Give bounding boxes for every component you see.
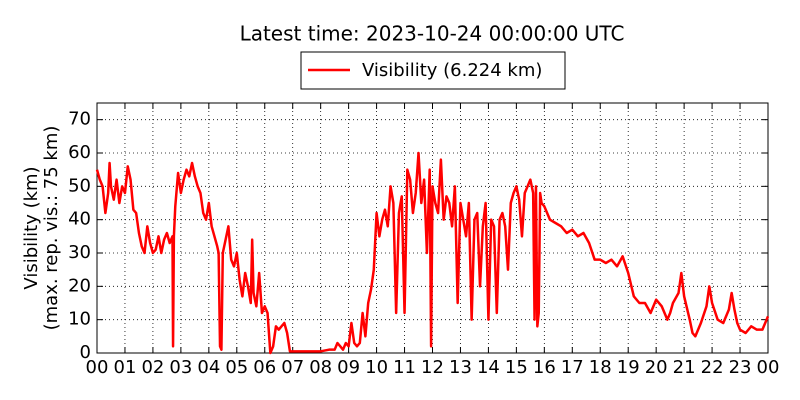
x-tick-label: 22	[701, 357, 724, 378]
x-tick-label: 09	[337, 357, 360, 378]
legend: Visibility (6.224 km)	[300, 51, 566, 90]
x-tick-label: 12	[421, 357, 444, 378]
x-tick-label: 02	[141, 357, 164, 378]
x-tick-label: 01	[114, 357, 137, 378]
x-tick-label: 19	[617, 357, 640, 378]
x-tick-label: 00	[86, 357, 109, 378]
y-tick-label: 50	[68, 175, 91, 196]
y-tick-label: 60	[68, 142, 91, 163]
y-axis-label: Visibility (km)	[21, 166, 42, 289]
x-tick-label: 07	[281, 357, 304, 378]
x-tick-label: 11	[393, 357, 416, 378]
chart-title: Latest time: 2023-10-24 00:00:00 UTC	[240, 22, 625, 46]
data-line	[95, 151, 770, 355]
x-tick-label: 17	[561, 357, 584, 378]
x-tick-label: 16	[533, 357, 556, 378]
y-tick-label: 70	[68, 109, 91, 130]
x-tick-label: 23	[729, 357, 752, 378]
x-tick-label: 06	[253, 357, 276, 378]
y-tick-label: 30	[68, 242, 91, 263]
x-tick-label: 15	[505, 357, 528, 378]
x-tick-label: 03	[169, 357, 192, 378]
y-tick-label: 10	[68, 309, 91, 330]
x-tick-label: 14	[477, 357, 500, 378]
x-tick-label: 04	[197, 357, 220, 378]
x-tick-label: 00	[757, 357, 780, 378]
x-tick-label: 10	[365, 357, 388, 378]
y-tick-label: 40	[68, 209, 91, 230]
y-axis-label: (max. rep. vis.: 75 km)	[41, 126, 62, 331]
y-tick-label: 0	[80, 342, 91, 363]
x-tick-label: 21	[673, 357, 696, 378]
x-tick-label: 05	[225, 357, 248, 378]
legend-label: Visibility (6.224 km)	[362, 60, 542, 81]
x-tick-label: 08	[309, 357, 332, 378]
x-tick-label: 20	[645, 357, 668, 378]
plot-frame	[96, 102, 769, 354]
y-tick-label: 20	[68, 275, 91, 296]
x-tick-label: 18	[589, 357, 612, 378]
x-tick-label: 13	[449, 357, 472, 378]
